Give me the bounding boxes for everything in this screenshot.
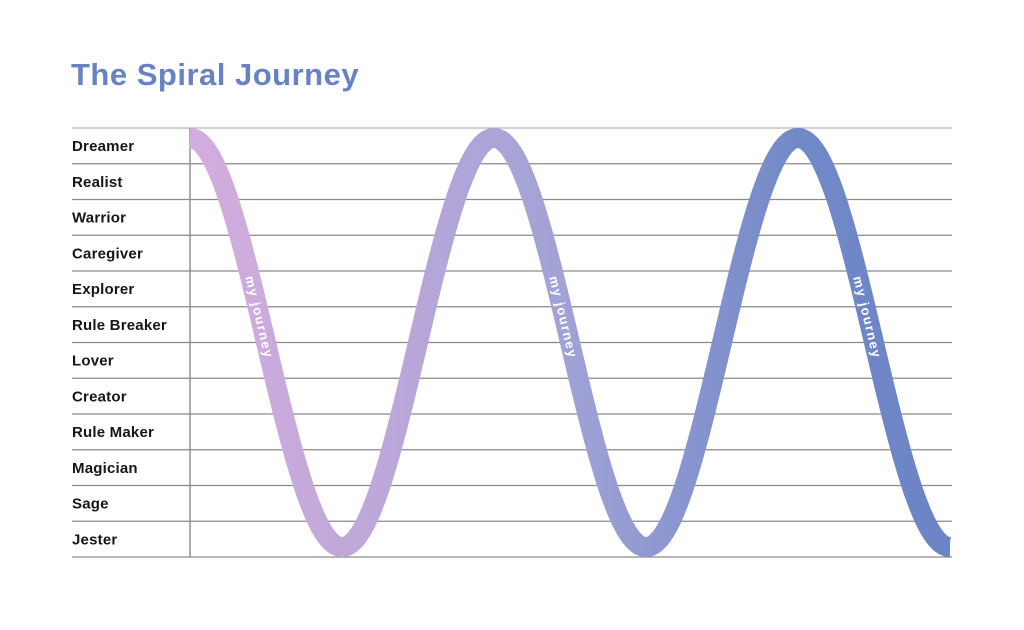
archetype-label-explorer: Explorer	[72, 281, 134, 298]
archetype-label-creator: Creator	[72, 388, 127, 405]
archetype-label-sage: Sage	[72, 496, 109, 513]
archetype-label-magician: Magician	[72, 460, 138, 477]
archetype-label-dreamer: Dreamer	[72, 138, 134, 155]
archetype-label-realist: Realist	[72, 174, 123, 191]
archetype-label-lover: Lover	[72, 353, 114, 370]
archetype-label-rule-breaker: Rule Breaker	[72, 317, 167, 334]
archetype-label-warrior: Warrior	[72, 210, 126, 227]
page-title: The Spiral Journey	[71, 57, 360, 92]
journey-wave	[189, 128, 951, 557]
archetype-label-jester: Jester	[72, 531, 117, 548]
archetype-label-rule-maker: Rule Maker	[72, 424, 154, 441]
archetype-label-caregiver: Caregiver	[72, 245, 143, 262]
